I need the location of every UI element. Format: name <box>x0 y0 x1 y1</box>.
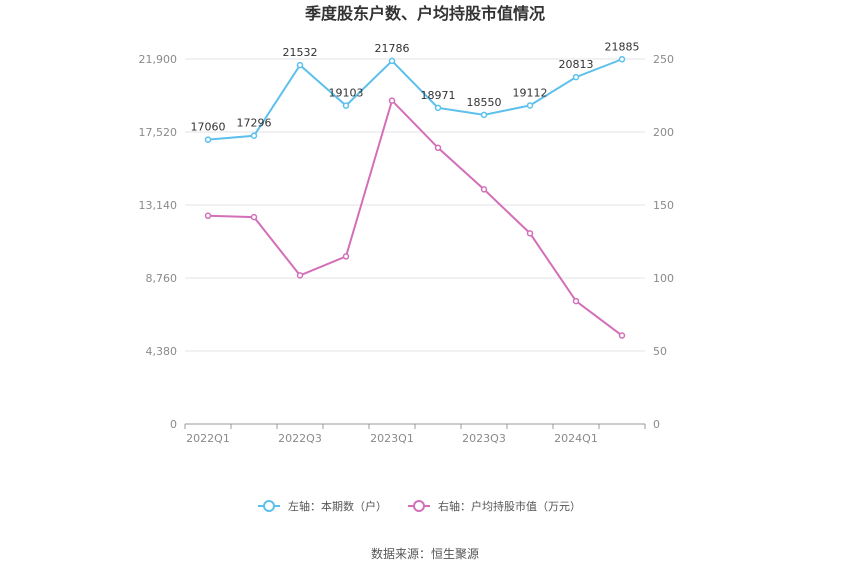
series-layer: 17060 17296 21532 19103 21786 18971 18550 19112… <box>191 40 640 339</box>
legend-marker-icon <box>263 500 275 512</box>
right-tick-label: 250 <box>653 53 674 66</box>
legend-label: 右轴：户均持股市值（万元） <box>438 499 581 513</box>
source-note: 数据来源：恒生聚源 <box>371 546 479 561</box>
data-label: 19112 <box>513 86 548 99</box>
data-point[interactable] <box>572 73 580 81</box>
data-point[interactable] <box>342 102 350 109</box>
data-label: 17060 <box>191 121 226 134</box>
legend-marker-icon <box>413 500 425 512</box>
right-tick-label: 200 <box>653 126 674 139</box>
data-label: 18550 <box>467 96 502 109</box>
series-households: 17060 17296 21532 19103 21786 18971 18550 19112… <box>191 40 640 143</box>
data-point[interactable] <box>572 297 580 305</box>
data-label: 19103 <box>329 87 364 100</box>
x-tick-label: 2023Q3 <box>462 432 506 445</box>
data-label: 18971 <box>421 89 456 102</box>
legend-label: 左轴：本期数（户） <box>288 499 387 513</box>
series-avg-market-value <box>204 97 626 339</box>
legend-item-households[interactable]: 左轴：本期数（户） <box>258 499 387 513</box>
left-axis-ticks: 0 4,380 8,760 13,140 17,520 21,900 <box>139 53 178 431</box>
data-point[interactable] <box>526 102 534 109</box>
data-point[interactable] <box>480 186 488 193</box>
left-tick-label: 21,900 <box>139 53 178 66</box>
left-tick-label: 17,520 <box>139 126 178 139</box>
left-tick-label: 13,140 <box>139 199 178 212</box>
data-point[interactable] <box>296 61 304 69</box>
legend-item-avg-market-value[interactable]: 右轴：户均持股市值（万元） <box>408 499 581 513</box>
x-axis: 2022Q1 2022Q3 2023Q1 2023Q3 2024Q1 <box>184 424 646 445</box>
data-label: 20813 <box>559 58 594 71</box>
x-tick-label: 2024Q1 <box>554 432 598 445</box>
right-axis-ticks: 0 50 100 150 200 250 <box>653 53 674 431</box>
grid <box>185 58 645 425</box>
series-line <box>207 98 623 337</box>
x-tick-label: 2022Q3 <box>278 432 322 445</box>
left-tick-label: 8,760 <box>146 272 178 285</box>
data-point[interactable] <box>434 144 442 152</box>
legend[interactable]: 左轴：本期数（户） 右轴：户均持股市值（万元） <box>258 499 581 513</box>
x-tick-label: 2023Q1 <box>370 432 414 445</box>
data-point[interactable] <box>204 136 212 143</box>
left-tick-label: 4,380 <box>146 345 178 358</box>
data-label: 21786 <box>375 42 410 55</box>
right-tick-label: 100 <box>653 272 674 285</box>
data-label: 21885 <box>605 40 640 53</box>
data-point[interactable] <box>480 111 488 119</box>
data-point[interactable] <box>250 213 258 221</box>
data-label: 17296 <box>237 117 272 130</box>
series-line <box>207 58 623 141</box>
left-tick-label: 0 <box>170 418 177 431</box>
data-point[interactable] <box>296 272 304 279</box>
right-tick-label: 0 <box>653 418 660 431</box>
data-label: 21532 <box>283 46 318 59</box>
data-point[interactable] <box>526 230 534 237</box>
right-tick-label: 150 <box>653 199 674 212</box>
data-point[interactable] <box>618 56 626 63</box>
data-point[interactable] <box>434 104 442 112</box>
data-point[interactable] <box>250 132 258 139</box>
data-point[interactable] <box>388 97 396 104</box>
data-point[interactable] <box>388 57 396 65</box>
right-tick-label: 50 <box>653 345 667 358</box>
data-point[interactable] <box>342 253 350 260</box>
chart-title: 季度股东户数、户均持股市值情况 <box>304 4 545 23</box>
data-point[interactable] <box>618 332 626 339</box>
data-point[interactable] <box>204 212 212 220</box>
x-tick-label: 2022Q1 <box>186 432 230 445</box>
